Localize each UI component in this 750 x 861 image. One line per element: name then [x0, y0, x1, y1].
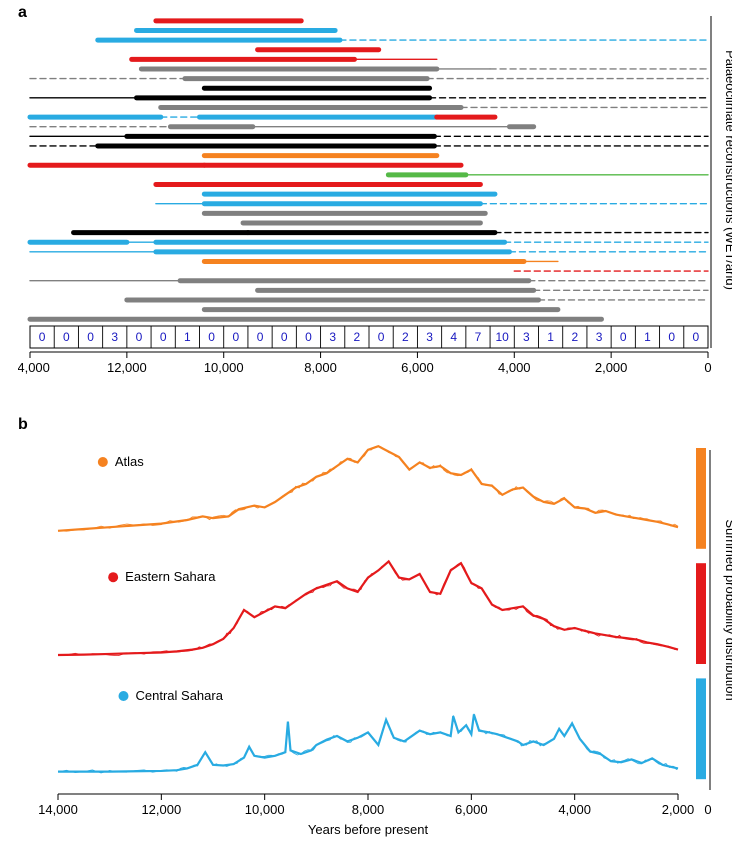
svg-text:0: 0 — [136, 330, 143, 344]
svg-text:10,000: 10,000 — [245, 802, 285, 817]
svg-text:0: 0 — [305, 330, 312, 344]
svg-text:3: 3 — [523, 330, 530, 344]
svg-text:2: 2 — [402, 330, 409, 344]
svg-text:0: 0 — [87, 330, 94, 344]
svg-text:0: 0 — [160, 330, 167, 344]
svg-text:4: 4 — [450, 330, 457, 344]
svg-text:0: 0 — [704, 360, 711, 375]
svg-text:2,000: 2,000 — [662, 802, 695, 817]
svg-text:0: 0 — [257, 330, 264, 344]
svg-text:10,000: 10,000 — [204, 360, 244, 375]
svg-text:2: 2 — [354, 330, 361, 344]
svg-text:6,000: 6,000 — [455, 802, 488, 817]
svg-text:8,000: 8,000 — [352, 802, 385, 817]
svg-text:3: 3 — [329, 330, 336, 344]
svg-text:2: 2 — [571, 330, 578, 344]
svg-text:8,000: 8,000 — [304, 360, 337, 375]
panel-a-label: a — [18, 4, 27, 22]
svg-text:Years before present: Years before present — [308, 822, 429, 837]
svg-text:0: 0 — [63, 330, 70, 344]
svg-text:0: 0 — [668, 330, 675, 344]
svg-text:0: 0 — [208, 330, 215, 344]
svg-text:Atlas: Atlas — [115, 454, 144, 469]
svg-text:14,000: 14,000 — [38, 802, 78, 817]
svg-text:2,000: 2,000 — [595, 360, 628, 375]
panel-a: a 0003001000003202347103123010014,00012,… — [18, 8, 732, 388]
svg-text:Central Sahara: Central Sahara — [136, 688, 224, 703]
panel-a-chart: 0003001000003202347103123010014,00012,00… — [18, 8, 732, 388]
svg-text:3: 3 — [426, 330, 433, 344]
panel-b-chart: Atlas Eastern Sahara Central Sahara 14,000 1… — [18, 420, 732, 850]
svg-text:0: 0 — [620, 330, 627, 344]
panel-b: b AtlasEastern SaharaCentral Sahara14,00… — [18, 420, 732, 850]
svg-text:0: 0 — [693, 330, 700, 344]
svg-text:10: 10 — [495, 330, 509, 344]
svg-text:4,000: 4,000 — [498, 360, 531, 375]
svg-text:0: 0 — [232, 330, 239, 344]
svg-text:3: 3 — [596, 330, 603, 344]
svg-text:0: 0 — [704, 802, 711, 817]
svg-text:Summed probability distributio: Summed probability distribution — [723, 519, 732, 700]
svg-text:1: 1 — [184, 330, 191, 344]
svg-text:7: 7 — [475, 330, 482, 344]
svg-text:0: 0 — [39, 330, 46, 344]
svg-text:1: 1 — [547, 330, 554, 344]
svg-text:0: 0 — [378, 330, 385, 344]
svg-text:0: 0 — [281, 330, 288, 344]
panel-b-label: b — [18, 416, 28, 434]
svg-text:6,000: 6,000 — [401, 360, 434, 375]
svg-text:4,000: 4,000 — [558, 802, 591, 817]
svg-text:Eastern Sahara: Eastern Sahara — [125, 569, 216, 584]
svg-text:3: 3 — [111, 330, 118, 344]
svg-text:12,000: 12,000 — [107, 360, 147, 375]
svg-text:14,000: 14,000 — [18, 360, 50, 375]
svg-text:1: 1 — [644, 330, 651, 344]
svg-text:Palaeoclimate reconstructions: Palaeoclimate reconstructions (WET/arid) — [723, 50, 732, 290]
svg-text:12,000: 12,000 — [141, 802, 181, 817]
